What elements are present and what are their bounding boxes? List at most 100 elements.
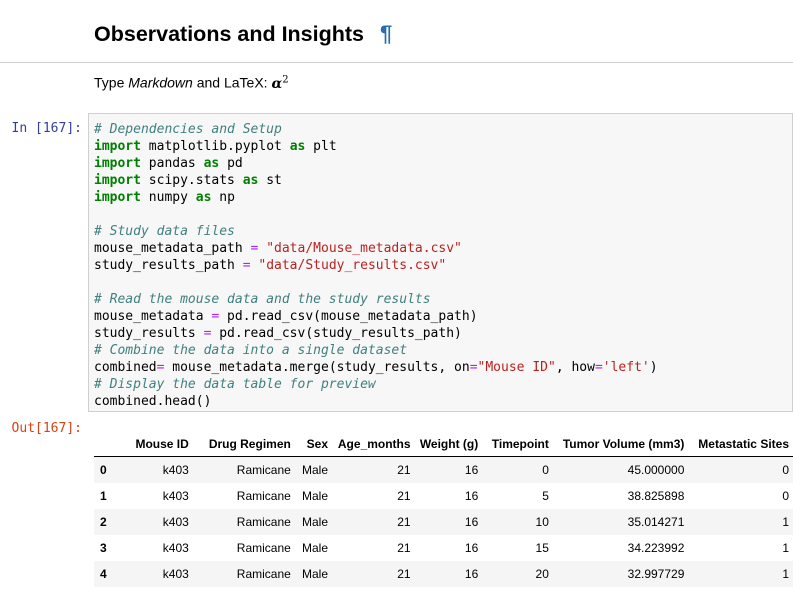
code-operator: = bbox=[211, 309, 220, 324]
table-row: 2 k403 Ramicane Male 21 16 10 35.014271 … bbox=[94, 509, 793, 535]
code-line: import numpy as np bbox=[94, 189, 658, 206]
code-operator: = bbox=[594, 360, 603, 375]
cell-metastatic-sites: 1 bbox=[782, 541, 789, 555]
code-keyword: import bbox=[94, 190, 141, 205]
code-keyword: import bbox=[94, 173, 141, 188]
cell-tumor-volume: 45.000000 bbox=[627, 463, 685, 477]
code-text: numpy bbox=[140, 190, 196, 205]
code-line: study_results = pd.read_csv(study_result… bbox=[94, 325, 658, 342]
cell-metastatic-sites: 1 bbox=[782, 515, 789, 529]
code-cell[interactable]: # Dependencies and Setup import matplotli… bbox=[88, 113, 793, 412]
table-row: 1 k403 Ramicane Male 21 16 5 38.825898 0 bbox=[94, 483, 793, 509]
column-header-sex: Sex bbox=[294, 432, 333, 457]
markdown-middle: and LaTeX: bbox=[192, 74, 272, 91]
cell-age-months: 21 bbox=[397, 567, 411, 581]
code-text: np bbox=[211, 190, 235, 205]
anchor-link-icon[interactable]: ¶ bbox=[380, 21, 393, 46]
code-text: st bbox=[258, 173, 282, 188]
cell-tumor-volume: 35.014271 bbox=[627, 515, 685, 529]
input-prompt: In [167]: bbox=[11, 121, 82, 136]
row-index: 4 bbox=[100, 567, 107, 581]
cell-timepoint: 10 bbox=[535, 515, 549, 529]
cell-age-months: 21 bbox=[397, 541, 411, 555]
code-comment: # Display the data table for preview bbox=[94, 377, 376, 392]
cell-sex: Male bbox=[302, 515, 329, 529]
code-operator: = bbox=[156, 360, 165, 375]
cell-drug-regimen: Ramicane bbox=[236, 463, 291, 477]
code-text: matplotlib.pyplot bbox=[140, 139, 290, 154]
code-text: pd.read_csv(mouse_metadata_path) bbox=[219, 309, 478, 324]
cell-mouse-id: k403 bbox=[162, 567, 189, 581]
row-index: 0 bbox=[100, 463, 107, 477]
cell-age-months: 21 bbox=[397, 463, 411, 477]
cell-metastatic-sites: 1 bbox=[782, 567, 789, 581]
code-line: import pandas as pd bbox=[94, 155, 658, 172]
code-string: 'left' bbox=[602, 360, 650, 375]
code-text: combined bbox=[94, 360, 157, 375]
table-row: 0 k403 Ramicane Male 21 16 0 45.000000 0 bbox=[94, 456, 793, 483]
cell-tumor-volume: 32.997729 bbox=[627, 567, 685, 581]
code-operator: = bbox=[250, 241, 259, 256]
cell-weight: 16 bbox=[464, 515, 479, 529]
code-text: plt bbox=[305, 139, 337, 154]
markdown-cell[interactable]: Type Markdown and LaTeX: α2 bbox=[94, 74, 289, 92]
code-text: study_results_path bbox=[94, 258, 243, 273]
column-header-metastatic-sites: Metastatic Sites bbox=[688, 432, 793, 457]
cell-weight: 16 bbox=[464, 541, 479, 555]
cell-drug-regimen: Ramicane bbox=[236, 541, 291, 555]
cell-metastatic-sites: 0 bbox=[782, 489, 789, 503]
code-line: # Read the mouse data and the study resu… bbox=[94, 291, 658, 308]
cell-weight: 16 bbox=[464, 463, 479, 477]
cell-mouse-id: k403 bbox=[162, 463, 189, 477]
code-operator: = bbox=[203, 326, 212, 341]
code-operator: = bbox=[469, 360, 478, 375]
code-text: pandas bbox=[140, 156, 204, 171]
code-text: mouse_metadata_path bbox=[94, 241, 251, 256]
cell-sex: Male bbox=[302, 489, 329, 503]
code-line bbox=[94, 206, 658, 223]
code-editor[interactable]: # Dependencies and Setup import matplotli… bbox=[94, 121, 658, 410]
table-header-row: Mouse ID Drug Regimen Sex Age_months Wei… bbox=[94, 432, 793, 457]
math-base: α bbox=[271, 75, 283, 92]
output-prompt: Out[167]: bbox=[11, 421, 82, 436]
column-header-mouse-id: Mouse ID bbox=[127, 432, 193, 457]
column-header-weight: Weight (g) bbox=[414, 432, 483, 457]
code-keyword: as bbox=[203, 156, 220, 171]
heading-observations: Observations and Insights ¶ bbox=[94, 21, 392, 47]
code-keyword: as bbox=[289, 139, 306, 154]
table-row: 4 k403 Ramicane Male 21 16 20 32.997729 … bbox=[94, 561, 793, 587]
code-line: # Combine the data into a single dataset bbox=[94, 342, 658, 359]
markdown-heading-cell[interactable]: Observations and Insights ¶ bbox=[0, 0, 793, 63]
code-string: "data/Mouse_metadata.csv" bbox=[266, 241, 462, 256]
code-line: study_results_path = "data/Study_results… bbox=[94, 257, 658, 274]
code-line bbox=[94, 274, 658, 291]
cell-mouse-id: k403 bbox=[162, 515, 189, 529]
code-operator: = bbox=[242, 258, 251, 273]
cell-tumor-volume: 34.223992 bbox=[627, 541, 685, 555]
dataframe-table: Mouse ID Drug Regimen Sex Age_months Wei… bbox=[94, 432, 793, 587]
code-text: ) bbox=[649, 360, 658, 375]
cell-sex: Male bbox=[302, 541, 329, 555]
code-text: combined.head() bbox=[94, 394, 212, 409]
code-line: # Display the data table for preview bbox=[94, 376, 658, 393]
code-line: combined.head() bbox=[94, 393, 658, 410]
cell-mouse-id: k403 bbox=[162, 489, 189, 503]
cell-timepoint: 0 bbox=[542, 463, 549, 477]
code-keyword: import bbox=[94, 139, 141, 154]
code-line: mouse_metadata_path = "data/Mouse_metada… bbox=[94, 240, 658, 257]
cell-mouse-id: k403 bbox=[162, 541, 189, 555]
cell-sex: Male bbox=[302, 463, 329, 477]
cell-tumor-volume: 38.825898 bbox=[627, 489, 685, 503]
code-text: mouse_metadata.merge(study_results, on bbox=[164, 360, 470, 375]
code-text: pd.read_csv(study_results_path) bbox=[211, 326, 462, 341]
cell-age-months: 21 bbox=[397, 489, 411, 503]
row-index: 3 bbox=[100, 541, 107, 555]
column-header-age-months: Age_months bbox=[332, 432, 415, 457]
code-keyword: as bbox=[242, 173, 259, 188]
column-header-tumor-volume: Tumor Volume (mm3) bbox=[552, 432, 689, 457]
code-line: # Study data files bbox=[94, 223, 658, 240]
cell-drug-regimen: Ramicane bbox=[236, 515, 291, 529]
code-text: pd bbox=[219, 156, 243, 171]
cell-drug-regimen: Ramicane bbox=[236, 567, 291, 581]
cell-sex: Male bbox=[302, 567, 329, 581]
